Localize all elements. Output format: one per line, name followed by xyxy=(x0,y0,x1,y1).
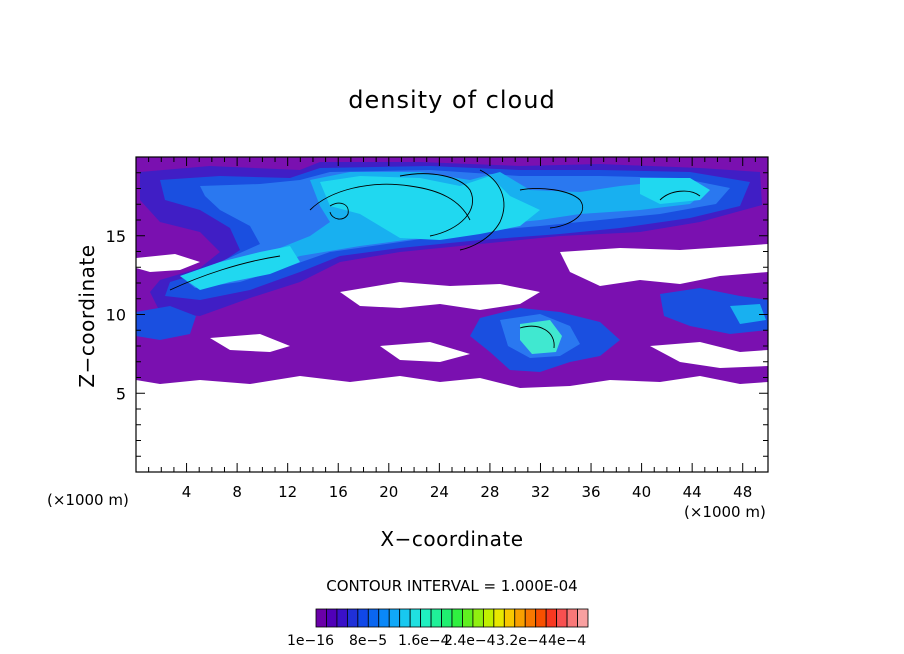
level-blue-region xyxy=(136,306,196,340)
x-tick-label: 20 xyxy=(379,483,398,501)
colorbar-swatch xyxy=(430,608,442,628)
x-axis: 4 8 12 16 20 24 28 32 36 40 44 48 xyxy=(148,157,756,501)
colorbar-swatch xyxy=(336,608,348,628)
x-tick-label: 8 xyxy=(232,483,242,501)
colorbar-tick-label: 3.2e−4 xyxy=(496,633,548,649)
colorbar-swatch xyxy=(566,608,578,628)
clear-gap xyxy=(650,342,768,368)
y-tick-label: 10 xyxy=(106,306,126,325)
colorbar-swatch xyxy=(451,608,463,628)
colorbar-swatch xyxy=(556,608,568,628)
y-tick-label: 5 xyxy=(116,384,126,403)
y-axis-unit: (×1000 m) xyxy=(47,491,129,509)
colorbar-swatch xyxy=(357,608,369,628)
colorbar-swatch xyxy=(472,608,484,628)
colorbar-swatch xyxy=(441,608,453,628)
x-tick-label: 16 xyxy=(329,483,348,501)
colorbar-swatch xyxy=(388,608,401,628)
clear-gap xyxy=(136,254,200,272)
x-tick-label: 4 xyxy=(182,483,192,501)
colorbar-swatch xyxy=(326,608,338,628)
colorbar-swatch xyxy=(577,608,589,628)
contour-interval-label: CONTOUR INTERVAL = 1.000E-04 xyxy=(326,577,578,595)
colorbar-swatch xyxy=(545,608,558,628)
colorbar-swatch xyxy=(462,608,474,628)
colorbar-swatch xyxy=(514,608,526,628)
x-tick-label: 48 xyxy=(733,483,752,501)
x-tick-label: 24 xyxy=(430,483,449,501)
x-tick-label: 28 xyxy=(480,483,499,501)
clear-gap xyxy=(380,342,470,362)
clear-gap xyxy=(210,334,290,352)
colorbar-swatch xyxy=(503,608,516,628)
y-axis: 5 10 15 xyxy=(106,172,768,457)
colorbar-swatch xyxy=(482,608,495,628)
colorbar-swatch xyxy=(315,608,327,628)
level-cyan-region xyxy=(640,178,710,204)
level-paleteal-region xyxy=(520,320,562,354)
colorbar xyxy=(315,608,589,628)
level-lightblue-region xyxy=(730,304,766,324)
colorbar-swatch xyxy=(399,608,411,628)
y-tick-label: 15 xyxy=(106,227,126,246)
colorbar-swatch xyxy=(493,608,505,628)
colorbar-swatch xyxy=(535,608,547,628)
x-tick-label: 40 xyxy=(632,483,651,501)
colorbar-swatch xyxy=(524,608,537,628)
x-tick-label: 36 xyxy=(581,483,600,501)
x-axis-unit: (×1000 m) xyxy=(684,503,766,521)
colorbar-tick-label: 1e−16 xyxy=(287,633,335,649)
colorbar-tick-label: 8e−5 xyxy=(349,633,388,649)
colorbar-swatch xyxy=(420,608,432,628)
colorbar-tick-label: 1.6e−4 xyxy=(398,633,450,649)
colorbar-swatch xyxy=(378,608,390,628)
contour-lines xyxy=(169,169,701,349)
level-cyan-region xyxy=(320,176,540,240)
colorbar-swatch xyxy=(367,608,380,628)
colorbar-tick-label: 2.4e−4 xyxy=(444,633,496,649)
colorbar-tick-label: 4e−4 xyxy=(548,633,587,649)
x-tick-label: 32 xyxy=(531,483,550,501)
level-cyan-region xyxy=(180,246,300,290)
x-tick-label: 44 xyxy=(683,483,702,501)
colorbar-swatch xyxy=(346,608,359,628)
colorbar-swatch xyxy=(409,608,422,628)
clear-gap xyxy=(340,282,540,310)
x-tick-label: 12 xyxy=(278,483,297,501)
x-axis-label: X−coordinate xyxy=(380,527,524,551)
clear-gap xyxy=(560,244,768,286)
chart-title: density of cloud xyxy=(348,86,556,114)
cloud-density-field xyxy=(136,157,768,388)
